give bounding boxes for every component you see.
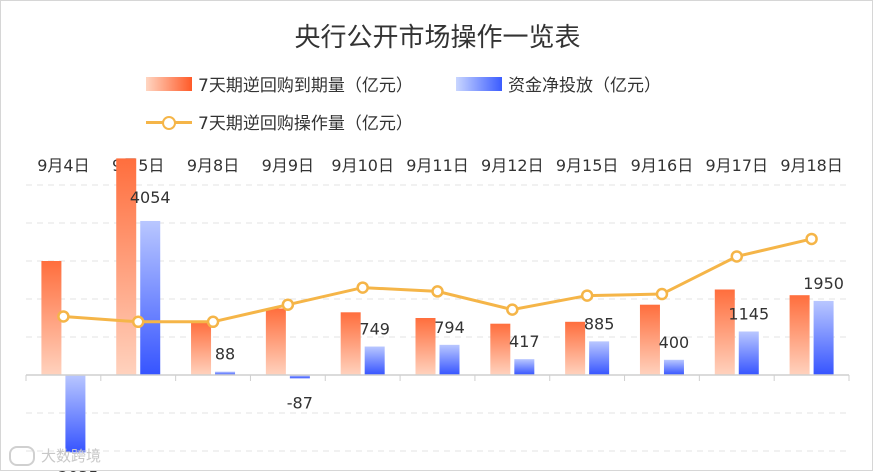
point-operation[interactable] [431, 285, 444, 298]
data-label-net-injection: 1950 [803, 274, 844, 293]
watermark-logo-icon [9, 445, 35, 466]
data-label-net-injection: 417 [509, 332, 540, 351]
legend-swatch-net-injection [456, 76, 502, 91]
bar-net-injection[interactable] [663, 359, 684, 375]
data-label-net-injection: -87 [287, 393, 313, 412]
point-operation[interactable] [206, 315, 220, 329]
point-operation[interactable] [356, 281, 369, 294]
bar-maturity[interactable] [490, 323, 511, 375]
line-operation [63, 237, 812, 324]
bar-net-injection[interactable] [514, 359, 535, 375]
point-operation[interactable] [506, 303, 519, 316]
legend-label-maturity: 7天期逆回购到期量（亿元） [198, 76, 413, 96]
category-label: 9月12日 [481, 156, 544, 175]
point-operation[interactable] [57, 310, 70, 323]
legend-swatch-operation [146, 115, 192, 130]
bar-maturity[interactable] [265, 308, 286, 376]
chart-title: 央行公开市场操作一览表 [294, 23, 581, 53]
category-label: 9月8日 [187, 156, 239, 175]
legend-swatch-maturity [146, 76, 192, 91]
point-operation[interactable] [805, 232, 818, 246]
category-label: 9月11日 [406, 156, 469, 175]
data-label-net-injection: -2035 [52, 467, 99, 472]
data-label-net-injection: 794 [434, 318, 465, 337]
bar-net-injection[interactable] [65, 375, 86, 453]
bar-net-injection[interactable] [439, 344, 460, 375]
point-operation[interactable] [281, 298, 295, 311]
data-label-net-injection: 400 [659, 333, 690, 352]
bar-maturity[interactable] [340, 312, 361, 375]
bar-maturity[interactable] [789, 295, 810, 375]
bar-maturity[interactable] [191, 321, 212, 375]
bar-net-injection[interactable] [589, 341, 610, 375]
data-label-net-injection: 885 [584, 314, 615, 333]
legend-item-net-injection[interactable]: 资金净投放（亿元） [456, 71, 661, 96]
data-label-net-injection: 88 [215, 345, 235, 364]
bar-maturity[interactable] [565, 321, 586, 375]
bar-net-injection[interactable] [364, 346, 385, 375]
category-label: 9月4日 [37, 156, 89, 175]
point-operation[interactable] [131, 315, 145, 329]
bar-maturity[interactable] [714, 289, 735, 376]
point-operation[interactable] [655, 287, 669, 301]
legend-label-net-injection: 资金净投放（亿元） [508, 76, 661, 96]
legend-item-maturity[interactable]: 7天期逆回购到期量（亿元） [146, 71, 413, 96]
data-label-net-injection: 749 [359, 320, 390, 339]
data-label-net-injection: 1145 [728, 304, 769, 323]
watermark: 大数跨境 [9, 445, 101, 466]
legend-item-operation[interactable]: 7天期逆回购操作量（亿元） [146, 109, 413, 134]
legend-label-operation: 7天期逆回购操作量（亿元） [198, 114, 413, 134]
bar-maturity[interactable] [41, 261, 62, 375]
category-label: 9月18日 [780, 156, 843, 175]
bar-net-injection[interactable] [738, 331, 759, 375]
bar-net-injection[interactable] [140, 220, 161, 375]
category-label: 9月16日 [631, 156, 694, 175]
bar-maturity[interactable] [415, 318, 436, 375]
bar-net-injection[interactable] [215, 371, 236, 375]
category-label: 9月15日 [556, 156, 619, 175]
category-label: 9月9日 [262, 156, 314, 175]
bar-net-injection[interactable] [813, 300, 834, 375]
bar-net-injection[interactable] [289, 375, 310, 379]
point-operation[interactable] [730, 250, 744, 263]
point-operation[interactable] [580, 289, 594, 302]
bar-maturity[interactable] [639, 304, 660, 375]
category-label: 9月10日 [331, 156, 394, 175]
data-label-net-injection: 4054 [130, 188, 171, 207]
category-label: 9月17日 [705, 156, 768, 175]
watermark-text: 大数跨境 [41, 447, 102, 465]
